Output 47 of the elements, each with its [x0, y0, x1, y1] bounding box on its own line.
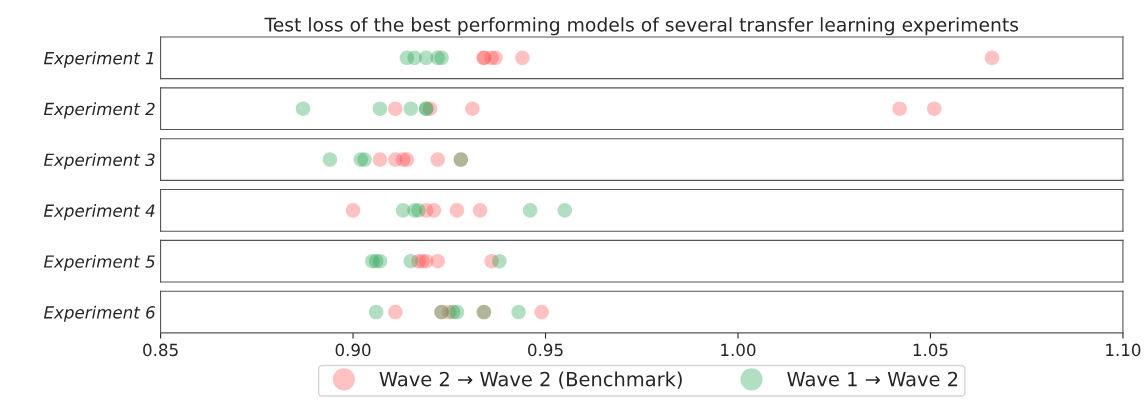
- point: [430, 152, 446, 167]
- chart-title: Test loss of the best performing models of several transfer learning experiments: [264, 17, 1019, 36]
- point: [515, 50, 530, 66]
- x-tick-label: 1.05: [913, 343, 948, 357]
- point: [492, 253, 507, 269]
- point: [557, 203, 573, 218]
- point: [434, 50, 449, 66]
- point: [488, 50, 503, 66]
- x-tick-label: 1.10: [1106, 343, 1141, 357]
- point: [511, 304, 526, 320]
- point: [411, 203, 426, 218]
- point: [388, 101, 403, 116]
- y-tick-label: Experiment 4: [43, 204, 155, 221]
- point: [984, 50, 1000, 66]
- point: [892, 101, 907, 116]
- point: [927, 101, 942, 116]
- point: [388, 304, 403, 320]
- y-tick-label: Experiment 1: [43, 51, 154, 68]
- point: [295, 101, 311, 116]
- point: [534, 304, 549, 320]
- y-tick-label: Experiment 2: [43, 102, 155, 119]
- y-tick-label: Experiment 6: [43, 305, 155, 322]
- y-tick-label: Experiment 5: [43, 254, 155, 272]
- legend-label: Wave 1 → Wave 2: [787, 371, 958, 387]
- point: [426, 203, 442, 218]
- x-tick-label: 0.90: [335, 343, 371, 357]
- point: [372, 101, 388, 116]
- point: [403, 253, 419, 269]
- point: [449, 203, 465, 218]
- point: [472, 203, 488, 218]
- point: [322, 152, 338, 167]
- point: [345, 203, 361, 218]
- point: [368, 304, 384, 320]
- x-tick-label: 0.85: [143, 343, 178, 357]
- y-tick-label: Experiment 3: [43, 153, 155, 170]
- x-tick-label: 0.95: [528, 343, 563, 357]
- legend-label: Wave 2 → Wave 2 (Benchmark): [379, 371, 682, 389]
- point: [522, 203, 538, 218]
- point: [403, 101, 419, 116]
- point: [357, 152, 372, 167]
- point: [449, 304, 465, 320]
- point: [399, 152, 415, 167]
- x-tick-label: 1.00: [721, 343, 756, 357]
- point: [372, 253, 388, 269]
- point: [465, 101, 480, 116]
- point: [430, 253, 446, 269]
- point: [372, 152, 388, 167]
